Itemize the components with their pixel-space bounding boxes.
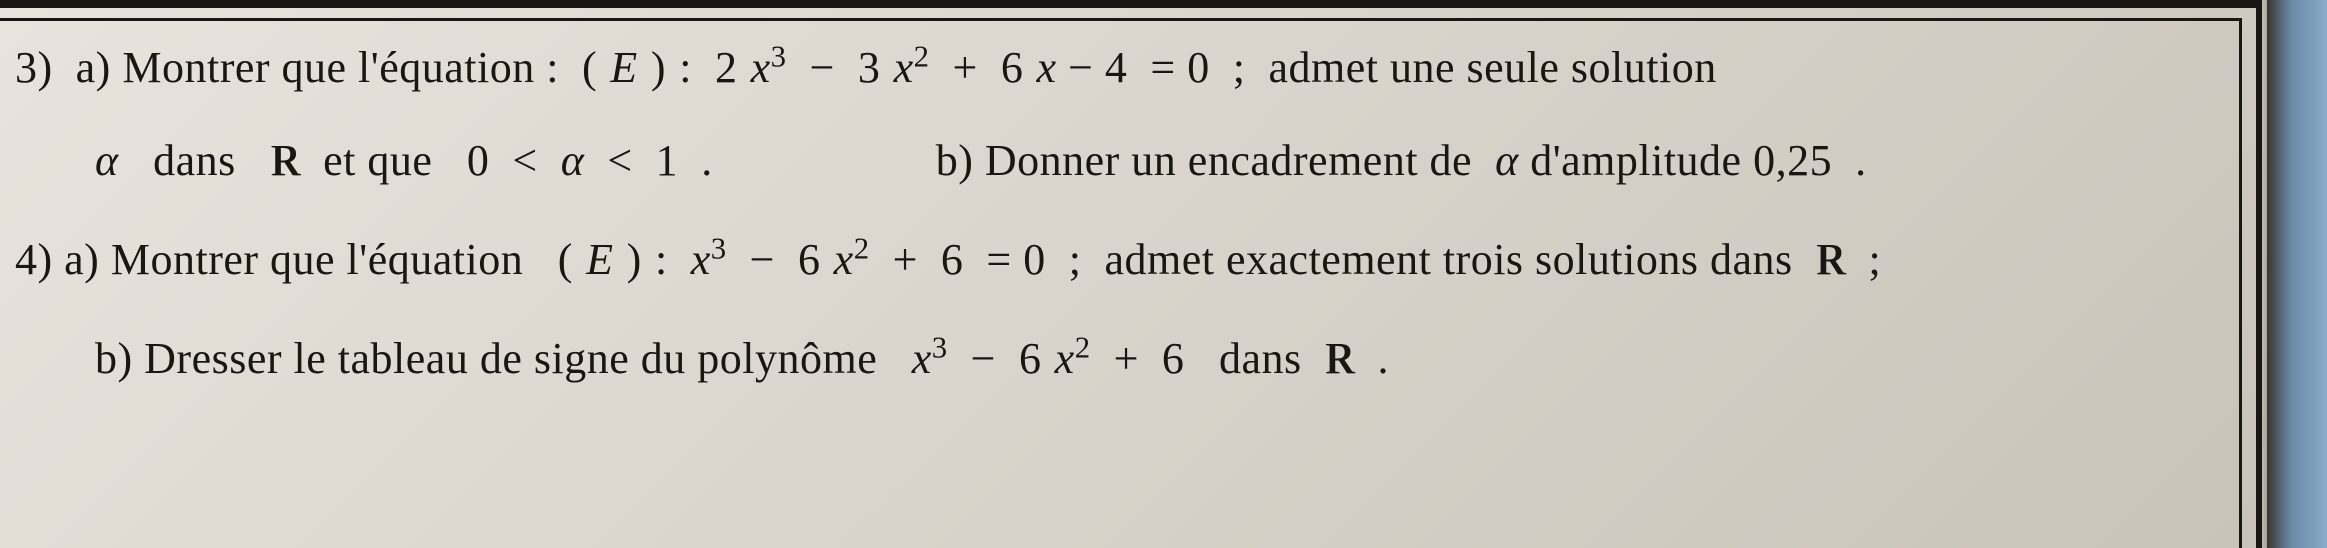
q3-part-b-label: b) bbox=[936, 136, 974, 185]
q4-part-b-text: Dresser le tableau de signe du polynôme bbox=[144, 334, 877, 383]
q4-part-a-pre: Montrer que l'équation bbox=[111, 235, 523, 284]
q4-part-b-period: . bbox=[1377, 334, 1389, 383]
q3-part-a-pre: Montrer que l'équation : bbox=[122, 43, 559, 92]
q4-part-a-period: ; bbox=[1868, 235, 1881, 284]
q4-part-a-label: a) bbox=[64, 235, 99, 284]
question-3-line-b: α dans R et que 0 < α < 1 . b) Donner un… bbox=[15, 135, 2207, 186]
q3-number: 3) bbox=[15, 43, 53, 92]
q3-equation: 2x3 − 3x2 + 6x − 4 = 0 bbox=[715, 43, 1210, 92]
real-symbol: R bbox=[270, 135, 300, 186]
inner-right-border bbox=[2239, 18, 2242, 548]
photo-background-edge bbox=[2267, 0, 2327, 548]
q4-part-b-poly: x3 − 6x2 + 6 bbox=[912, 334, 1185, 383]
q3-part-b-period: . bbox=[1855, 136, 1867, 185]
real-symbol: R bbox=[1816, 234, 1846, 285]
q3-part-b-alpha: α bbox=[1495, 136, 1519, 185]
q3-dans: dans bbox=[153, 136, 236, 185]
q3-part-b-pre: Donner un encadrement de bbox=[985, 136, 1472, 185]
q3-bounds: 0 < α < 1 bbox=[467, 136, 678, 185]
question-3-line-a: 3) a) Montrer que l'équation : (E): 2x3 … bbox=[15, 42, 2207, 93]
q3-part-b-post: d'amplitude 0,25 bbox=[1530, 136, 1832, 185]
q3-part-a-post: admet une seule solution bbox=[1268, 43, 1716, 92]
q4-semicolon: ; bbox=[1069, 235, 1082, 284]
q3-eq-label: (E): bbox=[582, 43, 692, 92]
q4-part-a-post: admet exactement trois solutions dans bbox=[1104, 235, 1792, 284]
page-content: 3) a) Montrer que l'équation : (E): 2x3 … bbox=[10, 30, 2227, 446]
q4-equation: x3 − 6x2 + 6 = 0 bbox=[691, 235, 1046, 284]
q3-alpha: α bbox=[95, 136, 119, 185]
q3-period: . bbox=[701, 136, 713, 185]
q3-etque: et que bbox=[323, 136, 432, 185]
q4-eq-label: (E): bbox=[558, 235, 668, 284]
q3-semicolon: ; bbox=[1233, 43, 1246, 92]
question-4-line-a: 4) a) Montrer que l'équation (E): x3 − 6… bbox=[15, 234, 2207, 285]
q4-part-b-label: b) bbox=[95, 334, 133, 383]
inner-top-border bbox=[0, 18, 2242, 21]
q4-number: 4) bbox=[15, 235, 53, 284]
real-symbol: R bbox=[1325, 333, 1355, 384]
q3-part-a-label: a) bbox=[76, 43, 111, 92]
question-4-line-b: b) Dresser le tableau de signe du polynô… bbox=[15, 333, 2207, 384]
q4-part-b-dans: dans bbox=[1219, 334, 1302, 383]
outer-top-border bbox=[0, 0, 2262, 8]
